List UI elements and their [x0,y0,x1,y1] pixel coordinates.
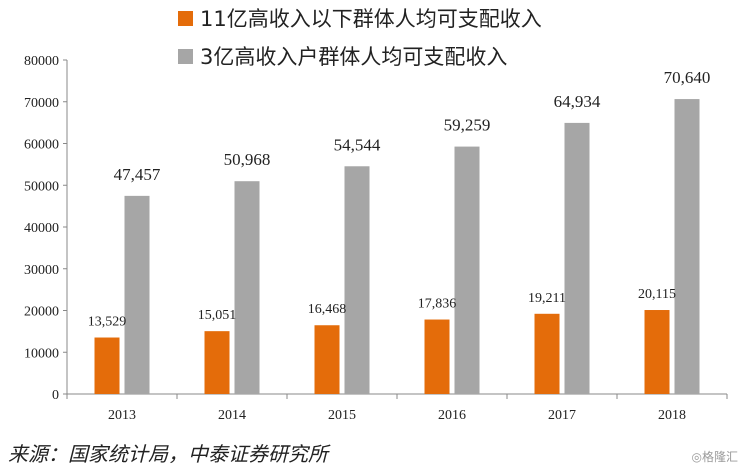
data-label-series2-2016: 59,259 [444,116,491,135]
data-label-series1-2016: 17,836 [418,297,457,312]
x-tick-label: 2016 [438,408,466,423]
x-tick-label: 2013 [108,408,136,423]
y-tick-label: 0 [52,388,59,403]
watermark: ◎格隆汇 [691,450,738,464]
data-label-series1-2013: 13,529 [88,315,127,330]
bar-series2-2013 [124,195,150,394]
legend-label-1: 11亿高收入以下群体人均可支配收入 [200,7,542,31]
bar-series2-2014 [234,181,260,394]
data-label-series2-2018: 70,640 [664,68,711,87]
bar-series1-2013 [94,337,120,394]
x-tick-label: 2017 [548,408,576,423]
x-tick-label: 2018 [658,408,686,423]
bar-series1-2017 [534,313,560,394]
bar-series2-2017 [564,122,590,395]
bar-series2-2015 [344,166,370,394]
y-tick-label: 50000 [24,179,59,194]
data-label-series1-2018: 20,115 [638,287,676,302]
y-tick-label: 10000 [24,346,59,361]
bar-series2-2018 [674,99,700,394]
bar-series1-2016 [424,319,450,394]
data-label-series2-2014: 50,968 [224,150,271,169]
legend-swatch-1 [178,11,193,26]
bar-series1-2014 [204,331,230,394]
bar-series1-2015 [314,325,340,394]
x-tick-label: 2015 [328,408,356,423]
y-tick-label: 40000 [24,221,59,236]
y-tick-label: 70000 [24,96,59,111]
legend: 11亿高收入以下群体人均可支配收入 3亿高收入户群体人均可支配收入 [178,7,542,69]
bars [94,99,700,395]
data-label-series2-2013: 47,457 [114,165,161,184]
legend-swatch-2 [178,49,193,64]
bar-series1-2018 [644,310,670,394]
source-note: 来源：国家统计局，中泰证券研究所 [8,442,328,466]
data-label-series1-2014: 15,051 [198,308,237,323]
data-label-series2-2017: 64,934 [554,92,601,111]
x-axis: 2013 2014 2015 2016 2017 2018 [66,393,728,423]
y-tick-label: 30000 [24,263,59,278]
legend-label-2: 3亿高收入户群体人均可支配收入 [200,45,507,69]
data-labels: 13,529 15,051 16,468 17,836 19,211 20,115 47,4… [88,68,711,329]
y-tick-label: 60000 [24,138,59,153]
y-tick-label: 80000 [24,54,59,69]
y-tick-label: 20000 [24,305,59,320]
y-axis: 0 10000 20000 30000 40000 50000 60000 70000 8000… [24,54,68,403]
x-tick-label: 2014 [218,408,246,423]
data-label-series1-2017: 19,211 [528,291,566,306]
data-label-series2-2015: 54,544 [334,135,381,154]
bar-series2-2016 [454,146,480,394]
data-label-series1-2015: 16,468 [308,302,347,317]
